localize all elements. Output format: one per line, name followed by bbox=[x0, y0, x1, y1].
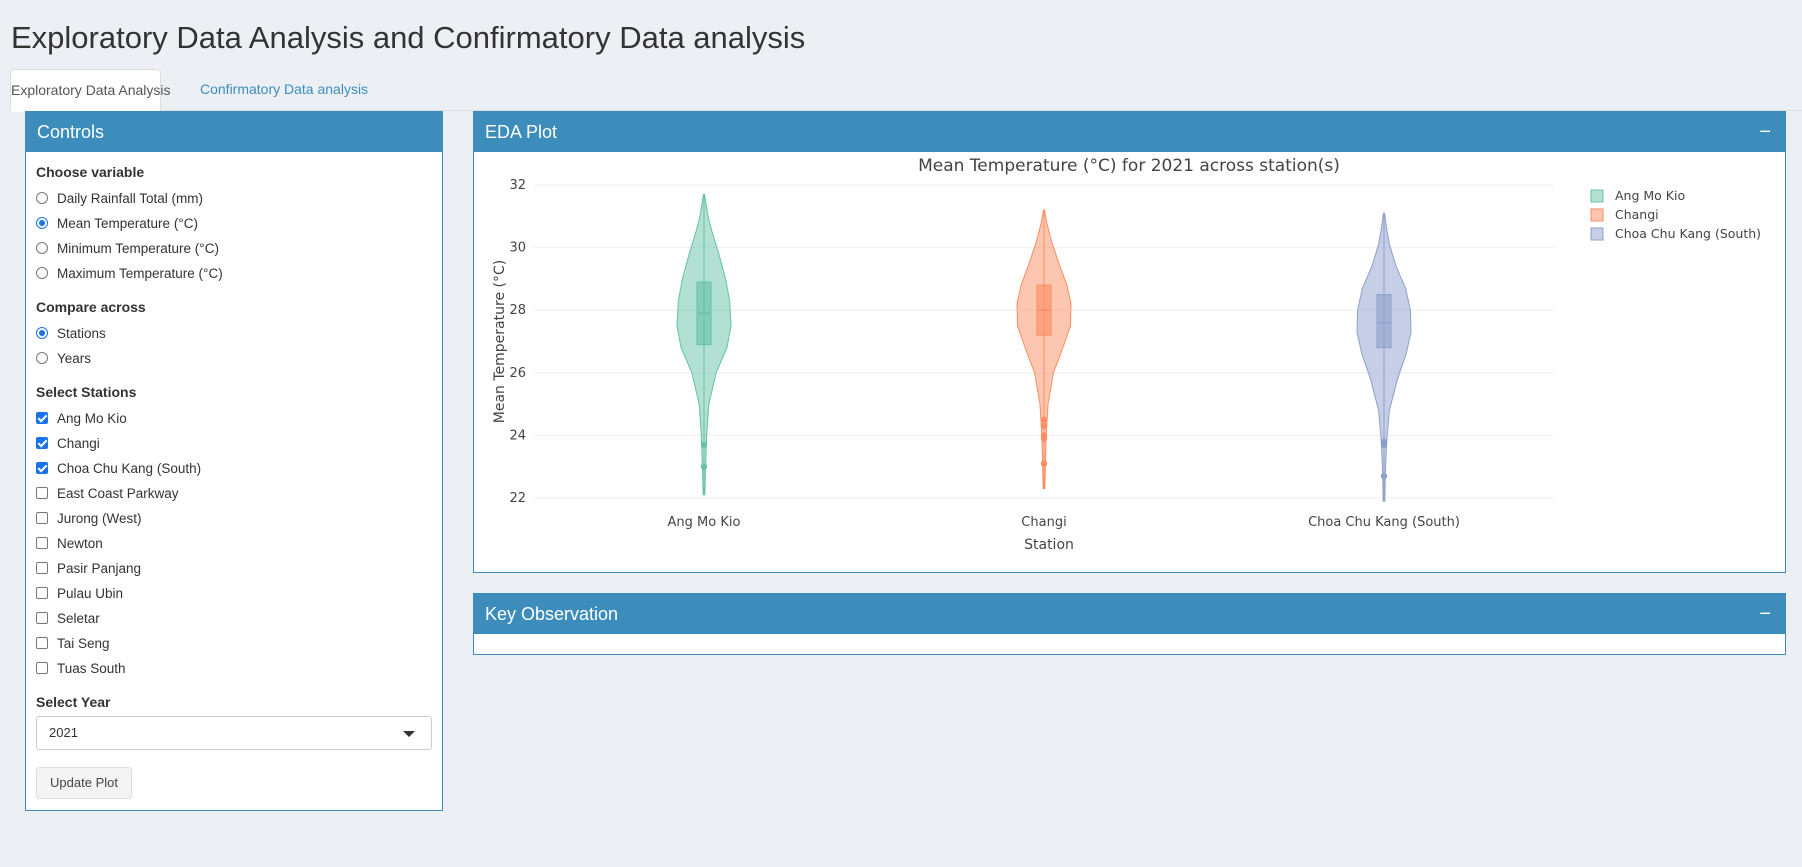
violin-chart: 22 24 26 28 30 32 Mean Temperature (°C) for 20… bbox=[492, 156, 1761, 553]
chart-title: Mean Temperature (°C) for 2021 across st… bbox=[918, 156, 1340, 176]
variable-option-mean-temperature[interactable]: Mean Temperature (°C) bbox=[36, 213, 198, 233]
outlier-point bbox=[1380, 472, 1388, 480]
tab-confirmatory-data-analysis[interactable]: Confirmatory Data analysis bbox=[200, 81, 369, 97]
station-checkbox-seletar[interactable]: Seletar bbox=[36, 608, 100, 628]
outlier-point bbox=[1380, 441, 1388, 448]
key-observation-title: Key Observation bbox=[485, 604, 619, 624]
radio-button-selected[interactable] bbox=[36, 327, 48, 339]
checkbox[interactable] bbox=[36, 662, 48, 674]
key-observation-panel: Key Observation − bbox=[473, 593, 1786, 655]
variable-option-max-temperature[interactable]: Maximum Temperature (°C) bbox=[36, 263, 223, 283]
eda-plot-title: EDA Plot bbox=[485, 122, 558, 142]
legend-swatch bbox=[1590, 208, 1604, 222]
station-checkbox-jurong-west[interactable]: Jurong (West) bbox=[36, 508, 142, 528]
x-axis-label: Station bbox=[1024, 537, 1074, 553]
outlier-point bbox=[700, 463, 708, 470]
radio-button[interactable] bbox=[36, 352, 48, 364]
variable-option-min-temperature[interactable]: Minimum Temperature (°C) bbox=[36, 238, 219, 258]
legend-swatch bbox=[1590, 227, 1604, 241]
checkbox[interactable] bbox=[36, 612, 48, 624]
year-select[interactable]: 2021 bbox=[36, 716, 432, 750]
station-checkbox-changi[interactable]: Changi bbox=[36, 433, 100, 453]
tab-exploratory-data-analysis[interactable]: Exploratory Data Analysis bbox=[10, 69, 171, 112]
variable-option-rainfall[interactable]: Daily Rainfall Total (mm) bbox=[36, 188, 203, 208]
station-checkbox-east-coast-parkway[interactable]: East Coast Parkway bbox=[36, 483, 179, 503]
checkbox[interactable] bbox=[36, 537, 48, 549]
station-checkbox-choa-chu-kang-south[interactable]: Choa Chu Kang (South) bbox=[36, 458, 201, 478]
legend-label: Choa Chu Kang (South) bbox=[1615, 226, 1761, 241]
controls-title: Controls bbox=[37, 122, 105, 142]
y-tick-label: 32 bbox=[509, 178, 526, 193]
year-select-value: 2021 bbox=[49, 725, 78, 740]
station-checkbox-pasir-panjang[interactable]: Pasir Panjang bbox=[36, 558, 141, 578]
radio-button[interactable] bbox=[36, 192, 48, 204]
checkbox[interactable] bbox=[36, 637, 48, 649]
station-checkbox-pulau-ubin[interactable]: Pulau Ubin bbox=[36, 583, 123, 603]
outlier-point bbox=[1040, 460, 1048, 467]
x-tick-label: Ang Mo Kio bbox=[668, 515, 741, 530]
update-plot-button[interactable]: Update Plot bbox=[36, 767, 132, 799]
legend-swatch bbox=[1590, 189, 1604, 203]
station-checkbox-newton[interactable]: Newton bbox=[36, 533, 103, 553]
checkbox-checked[interactable] bbox=[36, 437, 48, 449]
legend-label: Ang Mo Kio bbox=[1615, 188, 1685, 203]
y-tick-label: 30 bbox=[509, 241, 526, 256]
violin-box bbox=[1376, 294, 1392, 349]
y-axis-label: Mean Temperature (°C) bbox=[492, 260, 508, 423]
select-stations-label: Select Stations bbox=[36, 384, 137, 400]
radio-button[interactable] bbox=[36, 242, 48, 254]
compare-across-label: Compare across bbox=[36, 299, 146, 315]
y-tick-label: 26 bbox=[509, 366, 526, 381]
checkbox[interactable] bbox=[36, 562, 48, 574]
compare-option-years[interactable]: Years bbox=[36, 348, 91, 368]
station-checkbox-ang-mo-kio[interactable]: Ang Mo Kio bbox=[36, 408, 127, 428]
compare-option-stations[interactable]: Stations bbox=[36, 323, 106, 343]
station-checkbox-tai-seng[interactable]: Tai Seng bbox=[36, 633, 110, 653]
eda-plot-header: EDA Plot − bbox=[474, 112, 1785, 152]
eda-plot-panel: EDA Plot − 22 24 26 28 30 32 Mean Temperature … bbox=[473, 111, 1786, 573]
outlier-point bbox=[1040, 422, 1048, 430]
checkbox[interactable] bbox=[36, 512, 48, 524]
outlier-point bbox=[1040, 416, 1048, 423]
choose-variable-label: Choose variable bbox=[36, 164, 145, 180]
x-tick-label: Choa Chu Kang (South) bbox=[1308, 515, 1460, 530]
select-year-label: Select Year bbox=[36, 694, 111, 710]
outlier-point bbox=[1040, 435, 1048, 442]
collapse-minus-icon[interactable]: − bbox=[1759, 121, 1771, 143]
page-title: Exploratory Data Analysis and Confirmato… bbox=[11, 20, 806, 55]
controls-panel: Controls Choose variable Daily Rainfall … bbox=[25, 111, 443, 811]
key-observation-header: Key Observation − bbox=[474, 594, 1785, 634]
checkbox[interactable] bbox=[36, 487, 48, 499]
legend-label: Changi bbox=[1615, 207, 1659, 222]
caret-down-icon bbox=[403, 731, 415, 737]
radio-button[interactable] bbox=[36, 267, 48, 279]
tab-bar: Exploratory Data Analysis Confirmatory D… bbox=[10, 69, 1802, 112]
x-tick-label: Changi bbox=[1021, 515, 1066, 530]
radio-button-selected[interactable] bbox=[36, 217, 48, 229]
checkbox-checked[interactable] bbox=[36, 462, 48, 474]
controls-header: Controls bbox=[26, 112, 442, 152]
y-tick-label: 22 bbox=[509, 491, 526, 506]
collapse-minus-icon[interactable]: − bbox=[1759, 603, 1771, 625]
y-tick-label: 28 bbox=[509, 303, 526, 318]
checkbox-checked[interactable] bbox=[36, 412, 48, 424]
y-tick-label: 24 bbox=[509, 428, 526, 443]
checkbox[interactable] bbox=[36, 587, 48, 599]
station-checkbox-tuas-south[interactable]: Tuas South bbox=[36, 658, 126, 678]
outlier-point bbox=[700, 441, 708, 448]
